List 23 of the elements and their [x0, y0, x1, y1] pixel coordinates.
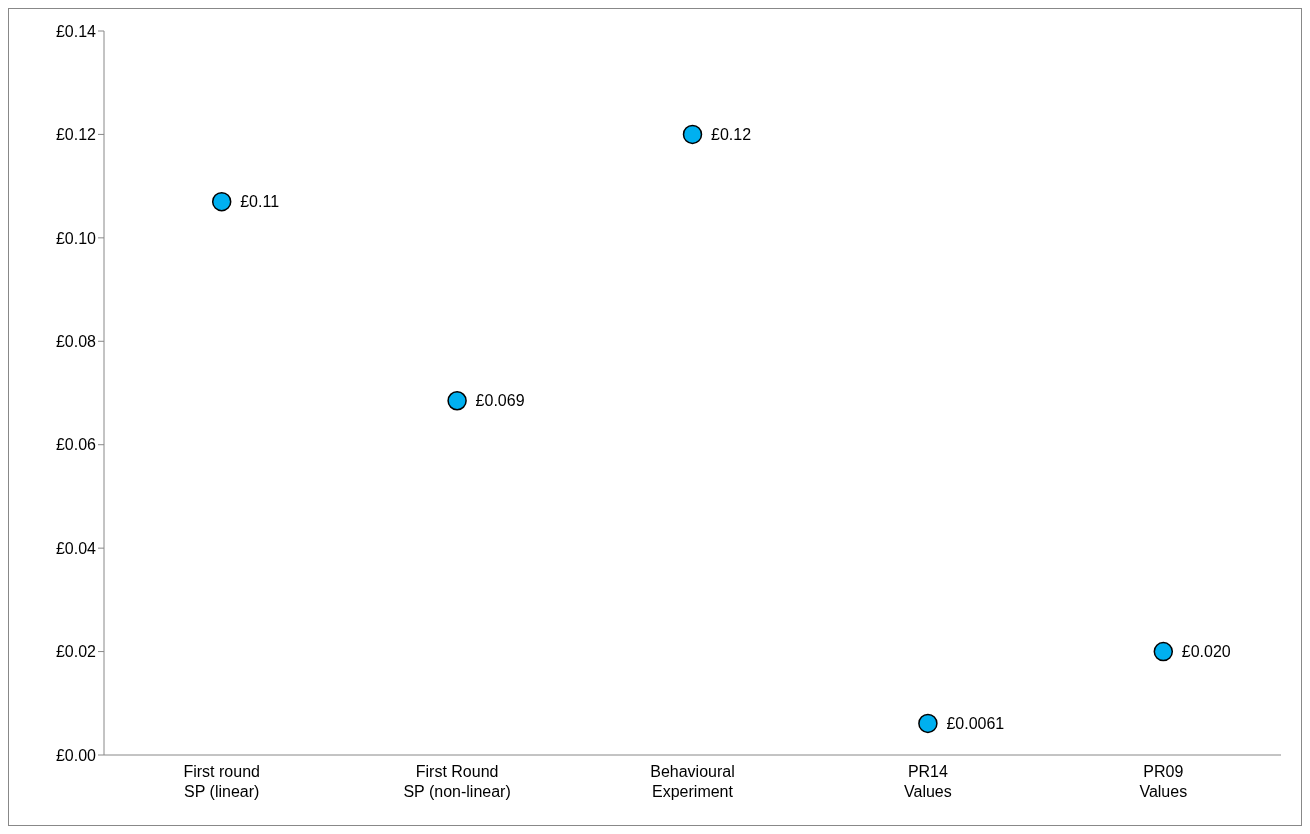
x-tick-label: PR09 Values: [1139, 763, 1188, 800]
data-label: £0.0061: [946, 715, 1005, 733]
data-label: £0.11: [240, 193, 280, 211]
y-tick-label: £0.08: [55, 332, 97, 350]
y-tick-label: £0.00: [55, 746, 97, 764]
x-tick-label: First round SP (linear): [183, 763, 260, 800]
data-label: £0.020: [1181, 643, 1231, 661]
x-tick-label: First Round SP (non-linear): [403, 763, 511, 800]
point: [1153, 641, 1174, 662]
y-tick-label: £0.02: [55, 643, 97, 661]
data-label: £0.12: [711, 126, 752, 144]
point: [682, 124, 703, 145]
x-tick-label: PR14 Values: [904, 763, 952, 800]
x-tick-label: Behavioural Experiment: [650, 763, 735, 800]
y-tick-label: £0.06: [55, 436, 97, 454]
y-tick-label: £0.14: [55, 22, 97, 40]
point: [918, 713, 938, 734]
y-tick-label: £0.12: [55, 126, 97, 144]
y-tick-label: £0.04: [55, 539, 97, 557]
point: [211, 191, 232, 212]
data-label: £0.069: [475, 392, 525, 410]
y-tick-label: £0.10: [55, 229, 97, 247]
point: [447, 391, 467, 411]
